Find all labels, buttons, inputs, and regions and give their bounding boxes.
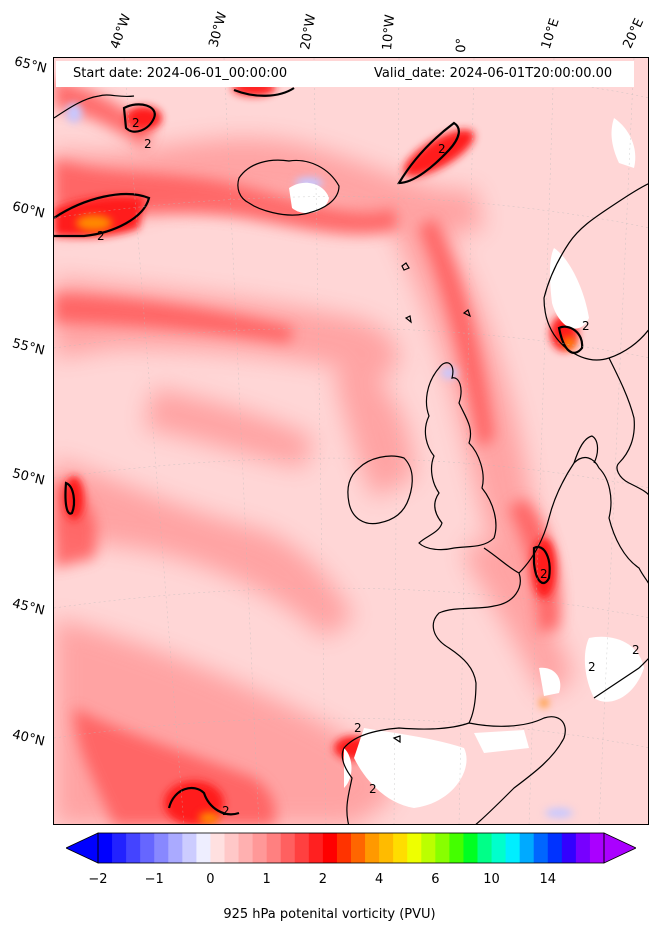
colorbar-cell <box>463 833 478 863</box>
colorbar-cell <box>196 833 211 863</box>
colorbar-over-arrow <box>603 832 636 864</box>
ireland-coast <box>347 455 413 525</box>
colorbar-cell <box>308 833 324 863</box>
colorbar-cell <box>393 833 408 863</box>
colorbar-tick-label: 10 <box>483 872 500 887</box>
contour-label: 2 <box>97 229 105 243</box>
colorbar-cell <box>98 833 113 863</box>
colorbar-cell <box>589 833 605 863</box>
colorbar-cell <box>421 833 436 863</box>
coastlines <box>54 94 648 824</box>
colorbar-cell <box>280 833 296 863</box>
colorbar-cell <box>477 833 493 863</box>
contour-label: 2 <box>632 643 640 657</box>
colorbar-cell <box>435 833 450 863</box>
lat-label-50n: 50°N <box>10 466 47 489</box>
colorbar-cell <box>351 833 366 863</box>
contour-label: 2 <box>369 782 377 796</box>
colorbar-cell <box>491 833 507 863</box>
colorbar-cell <box>140 833 155 863</box>
colorbar-cell <box>407 833 422 863</box>
lon-label-30w: 30°W <box>206 10 231 49</box>
colorbar-cell <box>322 833 338 863</box>
lon-label-10w: 10°W <box>380 13 399 51</box>
valid-date-label: Valid_date: 2024-06-01T20:00:00.00 <box>374 66 613 81</box>
colorbar-tick-label: −1 <box>144 872 164 887</box>
colorbar-tick-label: −2 <box>88 872 108 887</box>
colorbar-cell <box>238 833 254 863</box>
colorbar-cell <box>154 833 169 863</box>
norway-coast <box>543 183 648 361</box>
header-strip <box>56 61 634 87</box>
pv-contours <box>54 87 584 816</box>
colorbar-cell <box>547 833 563 863</box>
colorbar-cell <box>266 833 282 863</box>
colorbar-cell <box>379 833 394 863</box>
colorbar-outline <box>97 832 605 864</box>
lat-label-45n: 45°N <box>10 596 47 619</box>
colorbar-cell <box>168 833 183 863</box>
colorbar-label: 925 hPa potenital vorticity (PVU) <box>223 907 436 922</box>
continental-coast <box>341 547 521 824</box>
colorbar-cell <box>449 833 464 863</box>
contour-label: 2 <box>588 660 596 674</box>
lon-label-20w: 20°W <box>298 13 320 52</box>
contour-label: 2 <box>540 567 548 581</box>
contour-label: 2 <box>144 137 152 151</box>
contour-label: 2 <box>438 142 446 156</box>
iceland-coast <box>237 159 340 216</box>
colorbar-cell <box>519 833 535 863</box>
colorbar-under-arrow <box>66 832 99 864</box>
colorbar-tick-label: 4 <box>374 872 384 887</box>
pv-map: 2 2 2 2 2 2 2 2 2 2 2 <box>54 58 648 824</box>
colorbar-tick-label: 2 <box>318 872 328 887</box>
colorbar-cell <box>575 833 591 863</box>
colorbar-cell <box>561 833 577 863</box>
colorbar-cell <box>505 833 521 863</box>
lat-label-60n: 60°N <box>10 199 47 222</box>
masked-terrain <box>289 118 644 808</box>
colorbar-cell <box>224 833 240 863</box>
great-britain-coast <box>418 362 497 551</box>
colorbar-tick-label: 0 <box>206 872 215 887</box>
colorbar-cell <box>210 833 225 863</box>
colorbar-tick-label: 6 <box>431 872 440 887</box>
colorbar-tick-label: 1 <box>262 872 271 887</box>
colorbar-cell <box>336 833 352 863</box>
lat-label-55n: 55°N <box>10 336 47 359</box>
colorbar-cells <box>98 833 605 863</box>
contour-label: 2 <box>354 721 362 735</box>
colorbar-cell <box>112 833 127 863</box>
lon-label-40w: 40°W <box>107 12 135 51</box>
lon-label-10e: 10°E <box>538 16 563 51</box>
contour-label: 2 <box>582 319 590 333</box>
lon-label-20e: 20°E <box>620 16 648 51</box>
lat-label-40n: 40°N <box>10 727 47 750</box>
lon-label-0: 0° <box>454 37 470 53</box>
colorbar-cell <box>126 833 141 863</box>
colorbar-cell <box>294 833 310 863</box>
colorbar-tick-label: 14 <box>539 872 557 887</box>
map-panel: 2 2 2 2 2 2 2 2 2 2 2 <box>53 57 649 825</box>
colorbar-cell <box>533 833 549 863</box>
contour-labels: 2 2 2 2 2 2 2 2 2 2 2 <box>97 116 640 818</box>
colorbar-cell <box>365 833 380 863</box>
colorbar-cell <box>252 833 268 863</box>
contour-label: 2 <box>222 804 230 818</box>
colorbar <box>66 832 636 864</box>
contour-label: 2 <box>132 116 140 130</box>
lat-label-65n: 65°N <box>12 54 49 77</box>
start-date-label: Start date: 2024-06-01_00:00:00 <box>73 66 288 81</box>
colorbar-cell <box>182 833 197 863</box>
